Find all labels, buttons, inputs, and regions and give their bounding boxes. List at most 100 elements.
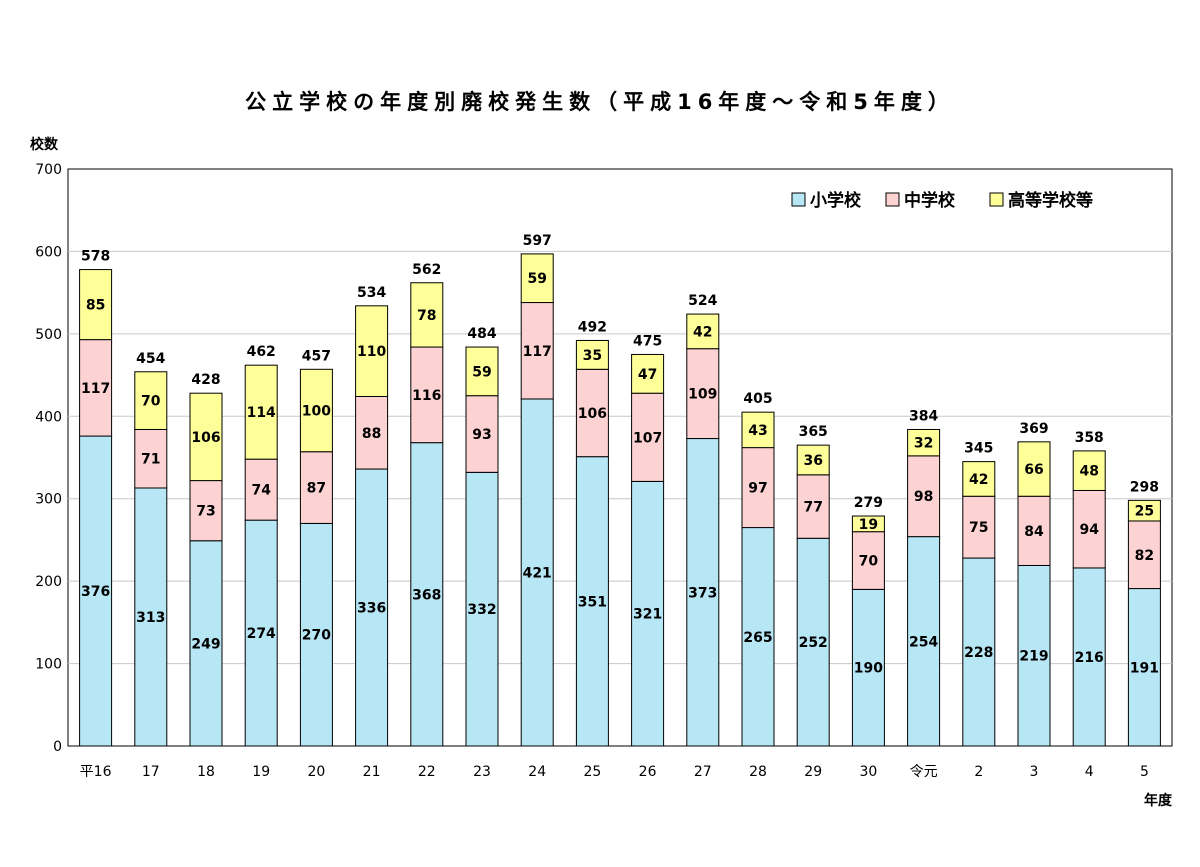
data-label: 25 bbox=[1135, 504, 1154, 520]
data-label: 19 bbox=[859, 517, 878, 533]
bar-segment bbox=[851, 531, 885, 590]
x-tick-label: 30 bbox=[859, 764, 877, 780]
bar-segment bbox=[686, 438, 720, 747]
total-label: 298 bbox=[1130, 479, 1159, 495]
y-tick-label: 100 bbox=[35, 657, 62, 673]
data-label: 219 bbox=[1019, 649, 1048, 665]
bar-segment bbox=[1127, 520, 1161, 590]
bar-segment bbox=[907, 428, 941, 457]
bar-segment bbox=[962, 557, 996, 747]
data-label: 270 bbox=[302, 628, 331, 644]
x-tick-label: 19 bbox=[252, 764, 270, 780]
data-label: 97 bbox=[748, 481, 767, 497]
data-label: 373 bbox=[688, 585, 717, 601]
data-label: 265 bbox=[743, 630, 772, 646]
data-label: 59 bbox=[472, 364, 491, 380]
x-tick-label: 29 bbox=[804, 764, 822, 780]
bar-segment bbox=[962, 461, 996, 497]
x-tick-label: 25 bbox=[583, 764, 601, 780]
data-label: 321 bbox=[633, 607, 662, 623]
legend-swatch bbox=[791, 192, 806, 207]
bar-segment bbox=[907, 536, 941, 747]
bar-segment bbox=[79, 269, 113, 341]
bar-segment bbox=[355, 396, 389, 470]
data-label: 190 bbox=[854, 661, 883, 677]
y-tick-label: 700 bbox=[35, 162, 62, 178]
total-label: 384 bbox=[909, 408, 938, 424]
data-label: 74 bbox=[251, 483, 271, 499]
data-label: 191 bbox=[1130, 660, 1159, 676]
x-tick-label: 3 bbox=[1030, 764, 1039, 780]
x-tick-label: 22 bbox=[418, 764, 436, 780]
data-label: 351 bbox=[578, 594, 607, 610]
total-label: 454 bbox=[136, 351, 165, 367]
total-label: 562 bbox=[412, 262, 441, 278]
x-tick-label: 令元 bbox=[910, 764, 938, 780]
data-label: 70 bbox=[859, 554, 879, 570]
data-label: 216 bbox=[1075, 650, 1104, 666]
bar-segment bbox=[244, 519, 278, 747]
x-tick-label: 4 bbox=[1085, 764, 1094, 780]
data-label: 109 bbox=[688, 387, 717, 403]
data-label: 376 bbox=[81, 584, 110, 600]
data-label: 336 bbox=[357, 601, 386, 617]
total-label: 578 bbox=[81, 249, 110, 265]
x-tick-label: 18 bbox=[197, 764, 215, 780]
data-label: 78 bbox=[417, 308, 436, 324]
data-label: 47 bbox=[638, 367, 657, 383]
bar-segment bbox=[686, 313, 720, 350]
x-tick-label: 26 bbox=[639, 764, 657, 780]
total-label: 365 bbox=[799, 424, 828, 440]
data-label: 332 bbox=[467, 602, 496, 618]
bar-segment bbox=[907, 455, 941, 538]
total-label: 534 bbox=[357, 285, 386, 301]
x-tick-label: 20 bbox=[307, 764, 325, 780]
total-label: 405 bbox=[743, 391, 772, 407]
y-axis-label: 校数 bbox=[30, 136, 59, 153]
data-label: 368 bbox=[412, 587, 441, 603]
total-label: 484 bbox=[467, 326, 496, 342]
data-label: 35 bbox=[583, 348, 602, 364]
data-label: 77 bbox=[803, 500, 822, 516]
data-label: 42 bbox=[693, 324, 712, 340]
x-tick-label: 28 bbox=[749, 764, 767, 780]
data-label: 98 bbox=[914, 489, 933, 505]
bar-segment bbox=[741, 527, 775, 747]
bar-segment bbox=[1017, 441, 1051, 497]
bar-segment bbox=[520, 398, 554, 747]
data-label: 66 bbox=[1024, 462, 1043, 478]
data-label: 252 bbox=[799, 635, 828, 651]
bar-segment bbox=[575, 456, 609, 747]
data-label: 117 bbox=[81, 381, 110, 397]
bar-segment bbox=[962, 495, 996, 559]
bar-segment bbox=[1072, 567, 1106, 747]
x-tick-label: 24 bbox=[528, 764, 546, 780]
data-label: 100 bbox=[302, 404, 331, 420]
data-label: 107 bbox=[633, 430, 662, 446]
data-label: 42 bbox=[969, 472, 988, 488]
bar-segment bbox=[851, 588, 885, 747]
data-label: 110 bbox=[357, 344, 386, 360]
bar-segment bbox=[1072, 450, 1106, 491]
bar-segment bbox=[1127, 499, 1161, 522]
total-label: 428 bbox=[191, 372, 220, 388]
data-label: 70 bbox=[141, 394, 161, 410]
bar-segment bbox=[796, 474, 830, 539]
total-label: 524 bbox=[688, 293, 717, 309]
total-label: 462 bbox=[247, 344, 276, 360]
bar-segment bbox=[520, 253, 554, 304]
bar-segment bbox=[79, 435, 113, 747]
bar-segment bbox=[796, 444, 830, 476]
plot-area bbox=[67, 168, 1173, 747]
data-label: 36 bbox=[803, 453, 822, 469]
bar-segment bbox=[410, 442, 444, 747]
legend-label: 高等学校等 bbox=[1008, 190, 1093, 211]
bar-segment bbox=[741, 411, 775, 449]
bar-segment bbox=[465, 346, 499, 397]
data-label: 117 bbox=[523, 344, 552, 360]
total-label: 358 bbox=[1075, 430, 1104, 446]
data-label: 73 bbox=[196, 504, 215, 520]
data-label: 274 bbox=[247, 626, 276, 642]
legend-label: 小学校 bbox=[810, 190, 862, 211]
